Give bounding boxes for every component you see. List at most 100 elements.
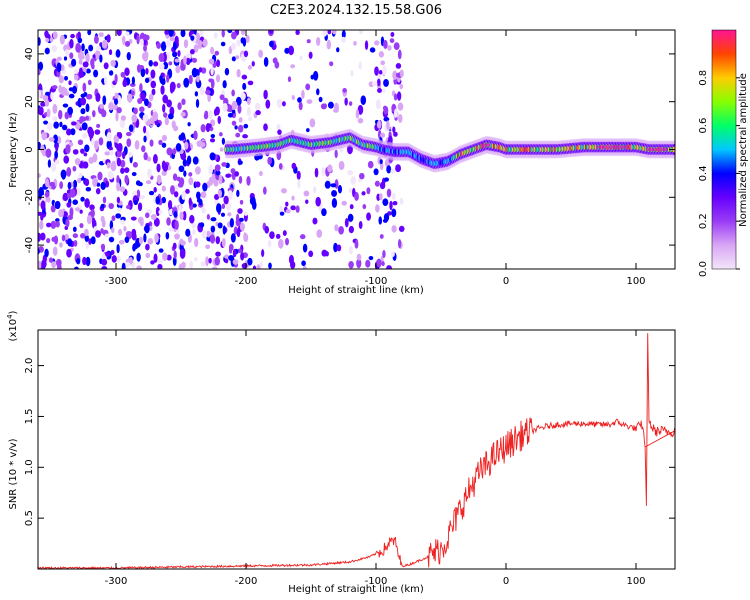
- spectrogram-cell: [268, 30, 274, 34]
- spectrogram-cell: [390, 251, 395, 257]
- spectrogram-cell: [342, 88, 347, 93]
- spectrogram-cell: [96, 123, 101, 128]
- snr-xtick-label: 0: [503, 576, 509, 587]
- spectrogram-cell: [263, 186, 267, 195]
- spectrogram-cell: [330, 183, 337, 188]
- spectrogram-cell: [72, 149, 79, 155]
- spectrogram-cell: [321, 166, 326, 177]
- spectrogram-cell: [156, 42, 161, 49]
- spectrogram-cell: [172, 242, 177, 250]
- spectrogram-cell: [161, 196, 167, 204]
- spectrogram-cell: [301, 89, 305, 100]
- spectrogram-cell: [246, 175, 251, 186]
- spectrogram-cell: [137, 181, 143, 187]
- spectrogram-cell: [192, 203, 197, 208]
- spectrogram-cell: [378, 50, 385, 58]
- spectrogram-cell: [230, 233, 236, 243]
- colorbar: 0.0 0.2 0.4 0.6 0.8 Normalized spectral ampl…: [698, 29, 749, 277]
- spectrogram-cell: [38, 106, 44, 116]
- spectrogram-cell: [123, 225, 127, 232]
- spectrogram-cell: [55, 220, 60, 228]
- spectrogram-cell: [397, 114, 403, 123]
- spectrogram-cell: [124, 167, 130, 173]
- spectrogram-cell: [115, 49, 121, 58]
- spectrogram-cell: [120, 159, 126, 168]
- spectrogram-cell: [143, 152, 148, 161]
- spectrogram-cell: [210, 217, 217, 222]
- spectrogram-cell: [160, 85, 165, 95]
- spectrogram-cell: [44, 30, 49, 38]
- spectrogram-cell: [210, 78, 215, 89]
- spectrogram-cell: [125, 131, 132, 137]
- spectrogram-cell: [214, 256, 220, 266]
- spectrogram-cell: [395, 72, 401, 78]
- snr-ticks: -300 -200 -100 0 100 0.5 1.0 1.5 2.0: [24, 330, 675, 587]
- spectrogram-cell: [358, 61, 362, 70]
- spectrogram-cell: [92, 54, 96, 59]
- spectrogram-cell: [172, 51, 178, 58]
- spectrogram-cell: [390, 168, 395, 174]
- spectrogram-cell: [383, 79, 389, 87]
- spectrogram-cell: [130, 216, 137, 221]
- spectrogram-cell: [161, 185, 167, 192]
- spectrogram-cell: [331, 198, 338, 208]
- spectrogram-cell: [181, 98, 186, 106]
- spectrogram-cell: [212, 266, 218, 269]
- spectrogram-cell: [147, 238, 154, 245]
- spectrogram-cell: [126, 93, 133, 103]
- spectrogram-ylabel: Frequency (Hz): [8, 112, 19, 188]
- spectrogram-cell: [324, 180, 331, 189]
- spectrogram-cell: [206, 230, 211, 238]
- spectrogram-cell: [159, 75, 163, 82]
- spectrogram-cell: [350, 70, 354, 77]
- spectrogram-cell: [100, 203, 105, 209]
- spectrogram-cell: [267, 239, 272, 248]
- spectrogram-cell: [144, 77, 150, 84]
- spectrogram-cell: [384, 177, 389, 182]
- spectrogram-cell: [291, 95, 295, 100]
- spectrogram-cell: [246, 106, 252, 117]
- spectrogram-cell: [153, 61, 159, 67]
- spectrogram-cell: [90, 208, 95, 218]
- spectrogram-cell: [40, 232, 46, 241]
- spectrogram-cell: [131, 172, 137, 177]
- spectrogram-cell: [157, 259, 163, 265]
- spectrogram-cell: [397, 102, 404, 111]
- spectrogram-cell: [38, 141, 41, 150]
- spectrogram-cell: [51, 162, 57, 172]
- spectrogram-cell: [73, 179, 78, 189]
- spectrogram-cell: [85, 103, 90, 113]
- spectrogram-cell: [46, 108, 51, 118]
- spectrogram-cell: [375, 99, 381, 110]
- spectrogram-cell: [235, 55, 240, 60]
- spectrogram-cell: [38, 83, 42, 92]
- spectrogram-cell: [84, 178, 90, 187]
- spectrogram-xtick-label: -300: [105, 276, 128, 287]
- spectrogram-cell: [179, 211, 184, 220]
- spectrogram-cell: [148, 93, 154, 102]
- spectrogram-cell: [397, 49, 402, 60]
- spectrogram-cell: [219, 132, 223, 137]
- spectrogram-cell: [57, 263, 62, 269]
- spectrogram-cell: [377, 87, 382, 94]
- spectrogram-cell: [89, 204, 95, 211]
- spectrogram-cell: [297, 97, 302, 103]
- spectrogram-cell: [145, 252, 151, 259]
- spectrogram-cell: [69, 38, 74, 49]
- spectrogram-cell: [38, 89, 41, 99]
- spectrogram-cell: [110, 249, 115, 255]
- spectrogram-cell: [143, 44, 147, 52]
- spectrogram-cell: [151, 88, 156, 96]
- spectrogram-cell: [153, 253, 158, 263]
- spectrogram-cell: [78, 172, 83, 179]
- spectrogram-cell: [108, 102, 114, 111]
- spectrogram-cell: [221, 162, 227, 167]
- spectrogram-cell: [136, 265, 142, 269]
- spectrogram-cell: [376, 193, 381, 201]
- spectrogram-cell: [232, 248, 237, 258]
- spectrogram-cell: [231, 100, 238, 110]
- spectrogram-cell: [354, 192, 359, 201]
- spectrogram-cell: [152, 153, 158, 164]
- spectrogram-cell: [222, 80, 227, 89]
- spectrogram-cell: [101, 39, 108, 49]
